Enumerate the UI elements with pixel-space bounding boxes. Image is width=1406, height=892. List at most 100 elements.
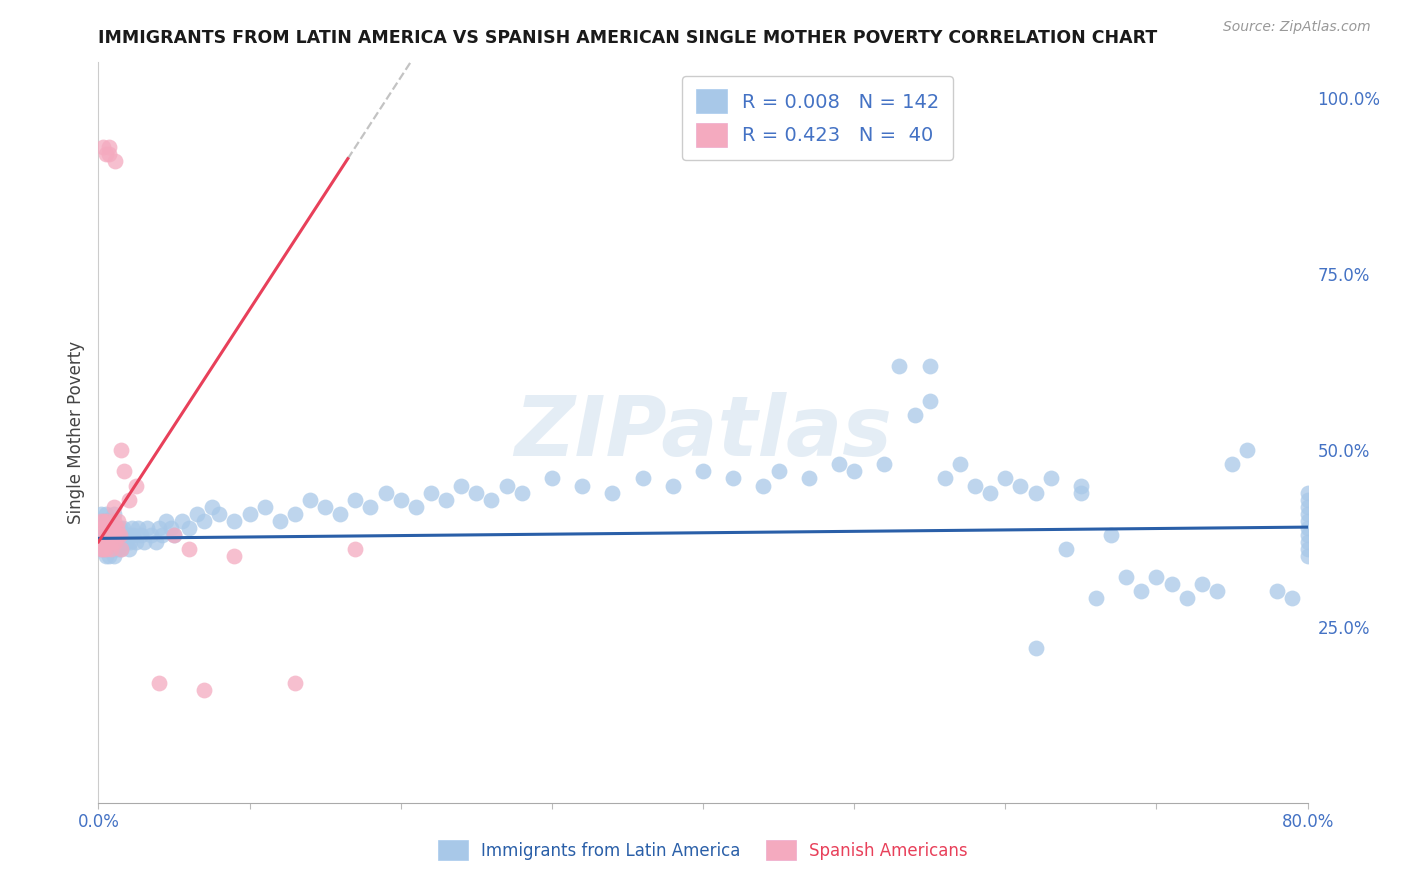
Y-axis label: Single Mother Poverty: Single Mother Poverty <box>66 341 84 524</box>
Point <box>94 541 117 556</box>
Point <box>1175 591 1198 606</box>
Point <box>1281 591 1303 606</box>
Point <box>904 408 927 422</box>
Point <box>98 528 121 542</box>
Point <box>94 507 117 521</box>
Point <box>873 458 896 472</box>
Point <box>1160 577 1182 591</box>
Point <box>1115 570 1137 584</box>
Point <box>94 147 117 161</box>
Point <box>1085 591 1108 606</box>
Point <box>148 521 170 535</box>
Point <box>89 528 111 542</box>
Point <box>93 535 115 549</box>
Text: Source: ZipAtlas.com: Source: ZipAtlas.com <box>1223 20 1371 34</box>
Point <box>103 521 125 535</box>
Point <box>100 535 122 549</box>
Point <box>918 393 941 408</box>
Point <box>91 140 114 154</box>
Point <box>752 478 775 492</box>
Point <box>329 507 352 521</box>
Point <box>94 521 117 535</box>
Point <box>148 676 170 690</box>
Point <box>163 528 186 542</box>
Point <box>1099 528 1122 542</box>
Point <box>125 535 148 549</box>
Point <box>692 464 714 478</box>
Point <box>201 500 224 514</box>
Point <box>495 478 517 492</box>
Point <box>1070 478 1092 492</box>
Point <box>768 464 790 478</box>
Point <box>918 359 941 373</box>
Point <box>179 521 201 535</box>
Point <box>90 541 112 556</box>
Point <box>105 521 128 535</box>
Legend: Immigrants from Latin America, Spanish Americans: Immigrants from Latin America, Spanish A… <box>430 831 976 869</box>
Point <box>224 514 246 528</box>
Point <box>98 535 121 549</box>
Point <box>602 485 624 500</box>
Point <box>103 507 125 521</box>
Point <box>101 521 124 535</box>
Point <box>434 492 457 507</box>
Point <box>105 521 128 535</box>
Point <box>160 521 183 535</box>
Point <box>104 535 127 549</box>
Point <box>101 528 124 542</box>
Point <box>253 500 276 514</box>
Point <box>89 521 111 535</box>
Point <box>127 521 149 535</box>
Point <box>96 541 118 556</box>
Point <box>186 507 208 521</box>
Point <box>481 492 503 507</box>
Point <box>118 541 141 556</box>
Point <box>110 528 132 542</box>
Point <box>89 535 111 549</box>
Point <box>121 521 143 535</box>
Point <box>91 535 114 549</box>
Point <box>98 140 121 154</box>
Point <box>1296 500 1319 514</box>
Point <box>284 507 307 521</box>
Point <box>96 514 118 528</box>
Point <box>155 514 177 528</box>
Point <box>1296 541 1319 556</box>
Point <box>314 500 336 514</box>
Point <box>239 507 262 521</box>
Text: ZIPatlas: ZIPatlas <box>515 392 891 473</box>
Point <box>100 521 122 535</box>
Point <box>1296 549 1319 563</box>
Point <box>105 535 128 549</box>
Point <box>631 471 654 485</box>
Point <box>405 500 427 514</box>
Point <box>208 507 231 521</box>
Point <box>797 471 820 485</box>
Point <box>135 521 157 535</box>
Point <box>93 514 115 528</box>
Point <box>110 443 132 458</box>
Point <box>98 514 121 528</box>
Point <box>723 471 745 485</box>
Point <box>1296 485 1319 500</box>
Point <box>94 528 117 542</box>
Point <box>193 514 215 528</box>
Point <box>844 464 866 478</box>
Point <box>1206 584 1229 599</box>
Point <box>150 528 173 542</box>
Point <box>129 528 152 542</box>
Point <box>112 528 135 542</box>
Point <box>122 528 145 542</box>
Point <box>118 492 141 507</box>
Point <box>101 541 124 556</box>
Point <box>103 500 125 514</box>
Point <box>93 528 115 542</box>
Point <box>90 507 112 521</box>
Point <box>96 528 118 542</box>
Point <box>224 549 246 563</box>
Point <box>110 541 132 556</box>
Point <box>949 458 972 472</box>
Point <box>145 535 167 549</box>
Point <box>103 535 125 549</box>
Point <box>91 514 114 528</box>
